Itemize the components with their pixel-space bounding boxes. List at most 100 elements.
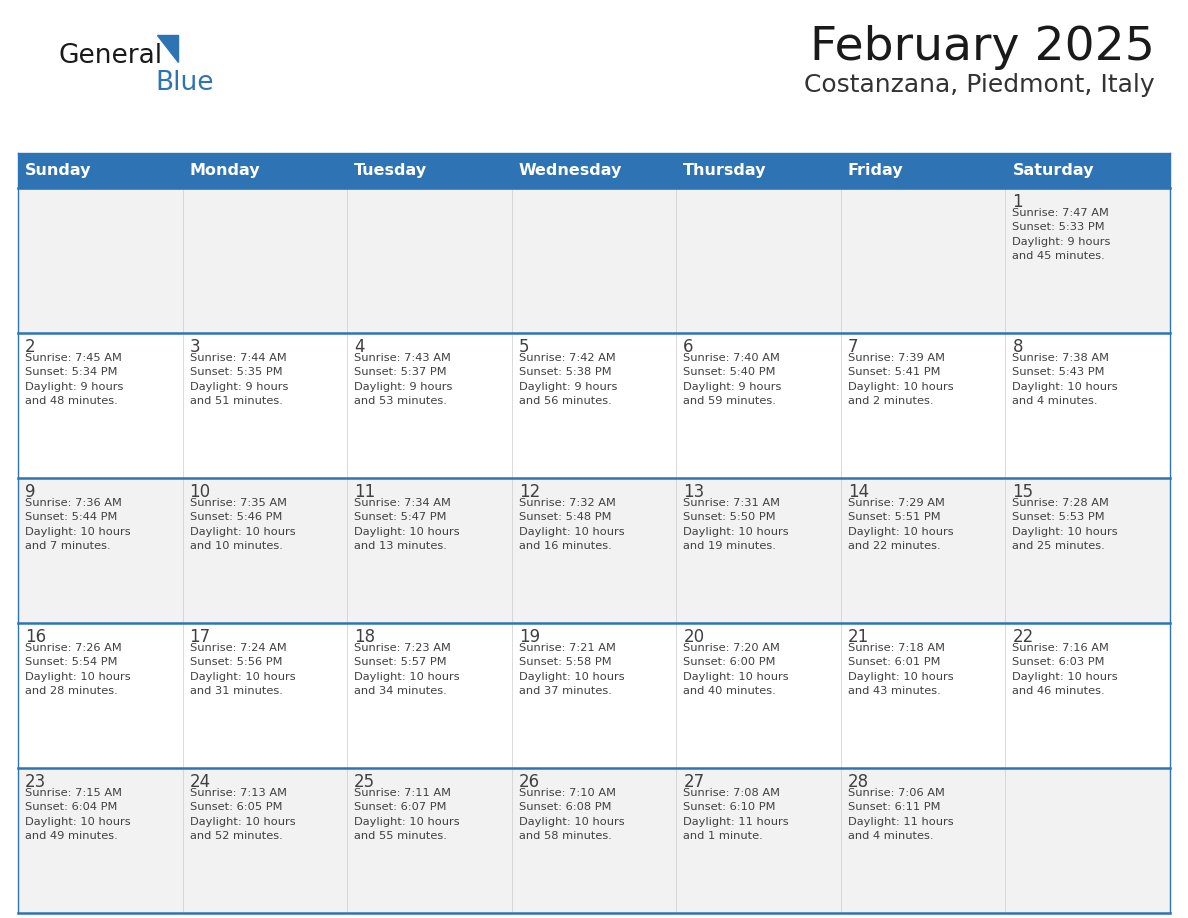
Bar [18,768,183,913]
Text: February 2025: February 2025 [810,25,1155,70]
Text: Sunrise: 7:26 AM
Sunset: 5:54 PM
Daylight: 10 hours
and 28 minutes.: Sunrise: 7:26 AM Sunset: 5:54 PM Dayligh… [25,643,131,696]
Text: Sunrise: 7:43 AM
Sunset: 5:37 PM
Daylight: 9 hours
and 53 minutes.: Sunrise: 7:43 AM Sunset: 5:37 PM Dayligh… [354,353,453,406]
Bar [841,188,1005,333]
Polygon shape [157,35,178,62]
Bar [841,478,1005,623]
Bar [676,153,841,188]
Bar [183,188,347,333]
Text: Sunrise: 7:47 AM
Sunset: 5:33 PM
Daylight: 9 hours
and 45 minutes.: Sunrise: 7:47 AM Sunset: 5:33 PM Dayligh… [1012,208,1111,262]
Bar [841,768,1005,913]
Bar [1005,768,1170,913]
Bar [1005,188,1170,333]
Text: Sunday: Sunday [25,163,91,178]
Text: Sunrise: 7:20 AM
Sunset: 6:00 PM
Daylight: 10 hours
and 40 minutes.: Sunrise: 7:20 AM Sunset: 6:00 PM Dayligh… [683,643,789,696]
Text: Sunrise: 7:11 AM
Sunset: 6:07 PM
Daylight: 10 hours
and 55 minutes.: Sunrise: 7:11 AM Sunset: 6:07 PM Dayligh… [354,788,460,841]
Text: 8: 8 [1012,338,1023,356]
Bar [1005,478,1170,623]
Text: Sunrise: 7:34 AM
Sunset: 5:47 PM
Daylight: 10 hours
and 13 minutes.: Sunrise: 7:34 AM Sunset: 5:47 PM Dayligh… [354,498,460,551]
Text: 12: 12 [519,483,541,501]
Bar [1005,623,1170,768]
Bar [676,478,841,623]
Text: 4: 4 [354,338,365,356]
Bar [347,188,512,333]
Text: Blue: Blue [154,70,214,96]
Text: 21: 21 [848,628,870,646]
Text: Sunrise: 7:29 AM
Sunset: 5:51 PM
Daylight: 10 hours
and 22 minutes.: Sunrise: 7:29 AM Sunset: 5:51 PM Dayligh… [848,498,954,551]
Bar [347,333,512,478]
Bar [512,153,676,188]
Bar [347,768,512,913]
Bar [512,768,676,913]
Text: Sunrise: 7:18 AM
Sunset: 6:01 PM
Daylight: 10 hours
and 43 minutes.: Sunrise: 7:18 AM Sunset: 6:01 PM Dayligh… [848,643,954,696]
Text: Sunrise: 7:35 AM
Sunset: 5:46 PM
Daylight: 10 hours
and 10 minutes.: Sunrise: 7:35 AM Sunset: 5:46 PM Dayligh… [190,498,295,551]
Text: 5: 5 [519,338,529,356]
Text: 11: 11 [354,483,375,501]
Text: Monday: Monday [190,163,260,178]
Bar [841,153,1005,188]
Text: Sunrise: 7:36 AM
Sunset: 5:44 PM
Daylight: 10 hours
and 7 minutes.: Sunrise: 7:36 AM Sunset: 5:44 PM Dayligh… [25,498,131,551]
Text: 19: 19 [519,628,539,646]
Bar [841,333,1005,478]
Text: Sunrise: 7:28 AM
Sunset: 5:53 PM
Daylight: 10 hours
and 25 minutes.: Sunrise: 7:28 AM Sunset: 5:53 PM Dayligh… [1012,498,1118,551]
Text: 13: 13 [683,483,704,501]
Text: 25: 25 [354,773,375,791]
Text: Wednesday: Wednesday [519,163,623,178]
Text: 16: 16 [25,628,46,646]
Bar [512,623,676,768]
Bar [1005,333,1170,478]
Bar [676,188,841,333]
Text: Sunrise: 7:13 AM
Sunset: 6:05 PM
Daylight: 10 hours
and 52 minutes.: Sunrise: 7:13 AM Sunset: 6:05 PM Dayligh… [190,788,295,841]
Text: 1: 1 [1012,193,1023,211]
Text: 6: 6 [683,338,694,356]
Bar [512,333,676,478]
Text: Tuesday: Tuesday [354,163,428,178]
Text: 28: 28 [848,773,868,791]
Text: Sunrise: 7:42 AM
Sunset: 5:38 PM
Daylight: 9 hours
and 56 minutes.: Sunrise: 7:42 AM Sunset: 5:38 PM Dayligh… [519,353,617,406]
Text: Sunrise: 7:24 AM
Sunset: 5:56 PM
Daylight: 10 hours
and 31 minutes.: Sunrise: 7:24 AM Sunset: 5:56 PM Dayligh… [190,643,295,696]
Bar [183,333,347,478]
Text: Saturday: Saturday [1012,163,1094,178]
Bar [676,333,841,478]
Text: Costanzana, Piedmont, Italy: Costanzana, Piedmont, Italy [804,73,1155,97]
Text: Sunrise: 7:08 AM
Sunset: 6:10 PM
Daylight: 11 hours
and 1 minute.: Sunrise: 7:08 AM Sunset: 6:10 PM Dayligh… [683,788,789,841]
Text: General: General [58,43,162,69]
Text: Sunrise: 7:31 AM
Sunset: 5:50 PM
Daylight: 10 hours
and 19 minutes.: Sunrise: 7:31 AM Sunset: 5:50 PM Dayligh… [683,498,789,551]
Text: Thursday: Thursday [683,163,766,178]
Text: 23: 23 [25,773,46,791]
Text: Sunrise: 7:32 AM
Sunset: 5:48 PM
Daylight: 10 hours
and 16 minutes.: Sunrise: 7:32 AM Sunset: 5:48 PM Dayligh… [519,498,625,551]
Text: 24: 24 [190,773,210,791]
Bar [18,153,183,188]
Bar [512,478,676,623]
Bar [512,188,676,333]
Bar [347,623,512,768]
Text: Sunrise: 7:06 AM
Sunset: 6:11 PM
Daylight: 11 hours
and 4 minutes.: Sunrise: 7:06 AM Sunset: 6:11 PM Dayligh… [848,788,954,841]
Text: 15: 15 [1012,483,1034,501]
Text: 10: 10 [190,483,210,501]
Text: 17: 17 [190,628,210,646]
Text: 9: 9 [25,483,36,501]
Bar [676,768,841,913]
Bar [18,623,183,768]
Text: 27: 27 [683,773,704,791]
Text: Sunrise: 7:10 AM
Sunset: 6:08 PM
Daylight: 10 hours
and 58 minutes.: Sunrise: 7:10 AM Sunset: 6:08 PM Dayligh… [519,788,625,841]
Text: 18: 18 [354,628,375,646]
Text: Sunrise: 7:21 AM
Sunset: 5:58 PM
Daylight: 10 hours
and 37 minutes.: Sunrise: 7:21 AM Sunset: 5:58 PM Dayligh… [519,643,625,696]
Text: 26: 26 [519,773,539,791]
Bar [18,478,183,623]
Text: 7: 7 [848,338,859,356]
Bar [347,478,512,623]
Text: Sunrise: 7:23 AM
Sunset: 5:57 PM
Daylight: 10 hours
and 34 minutes.: Sunrise: 7:23 AM Sunset: 5:57 PM Dayligh… [354,643,460,696]
Text: Sunrise: 7:44 AM
Sunset: 5:35 PM
Daylight: 9 hours
and 51 minutes.: Sunrise: 7:44 AM Sunset: 5:35 PM Dayligh… [190,353,287,406]
Bar [841,623,1005,768]
Bar [183,623,347,768]
Text: 14: 14 [848,483,868,501]
Bar [1005,153,1170,188]
Text: Sunrise: 7:39 AM
Sunset: 5:41 PM
Daylight: 10 hours
and 2 minutes.: Sunrise: 7:39 AM Sunset: 5:41 PM Dayligh… [848,353,954,406]
Text: 22: 22 [1012,628,1034,646]
Text: Friday: Friday [848,163,904,178]
Text: 2: 2 [25,338,36,356]
Text: 3: 3 [190,338,201,356]
Text: Sunrise: 7:45 AM
Sunset: 5:34 PM
Daylight: 9 hours
and 48 minutes.: Sunrise: 7:45 AM Sunset: 5:34 PM Dayligh… [25,353,124,406]
Text: Sunrise: 7:40 AM
Sunset: 5:40 PM
Daylight: 9 hours
and 59 minutes.: Sunrise: 7:40 AM Sunset: 5:40 PM Dayligh… [683,353,782,406]
Bar [18,188,183,333]
